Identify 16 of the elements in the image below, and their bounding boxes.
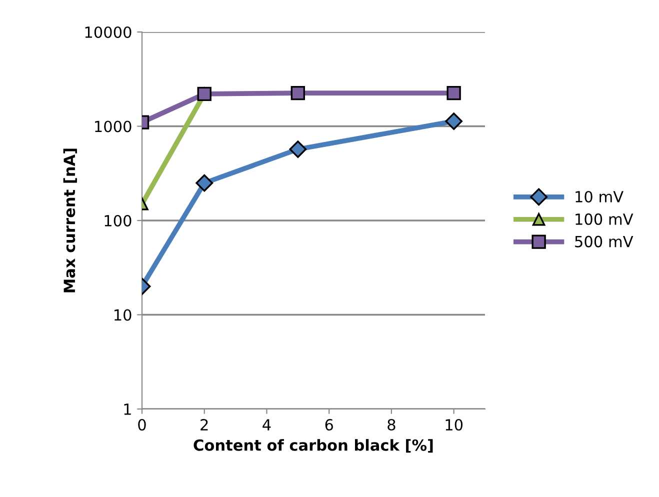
x-tick-label: 6: [325, 418, 333, 431]
x-tick-label: 10: [446, 418, 463, 431]
x-tick-label: 2: [200, 418, 208, 430]
y-tick-label: 1000: [95, 120, 132, 132]
y-tick-label: 10000: [85, 26, 132, 38]
x-tick-label: 4: [262, 419, 271, 430]
x-tick-label: 0: [138, 418, 146, 431]
y-axis-title: Max current [nA]: [63, 148, 77, 292]
legend-label: 10 mV: [576, 190, 624, 203]
legend-label: 500 mV: [575, 236, 634, 248]
y-tick-label: 100: [104, 214, 132, 227]
y-tick-label: 10: [114, 309, 132, 321]
x-axis-title: Content of carbon black [%]: [194, 439, 433, 453]
y-tick-label: 1: [124, 404, 131, 415]
legend-label: 100 mV: [576, 213, 634, 225]
x-tick-label: 8: [388, 418, 396, 431]
